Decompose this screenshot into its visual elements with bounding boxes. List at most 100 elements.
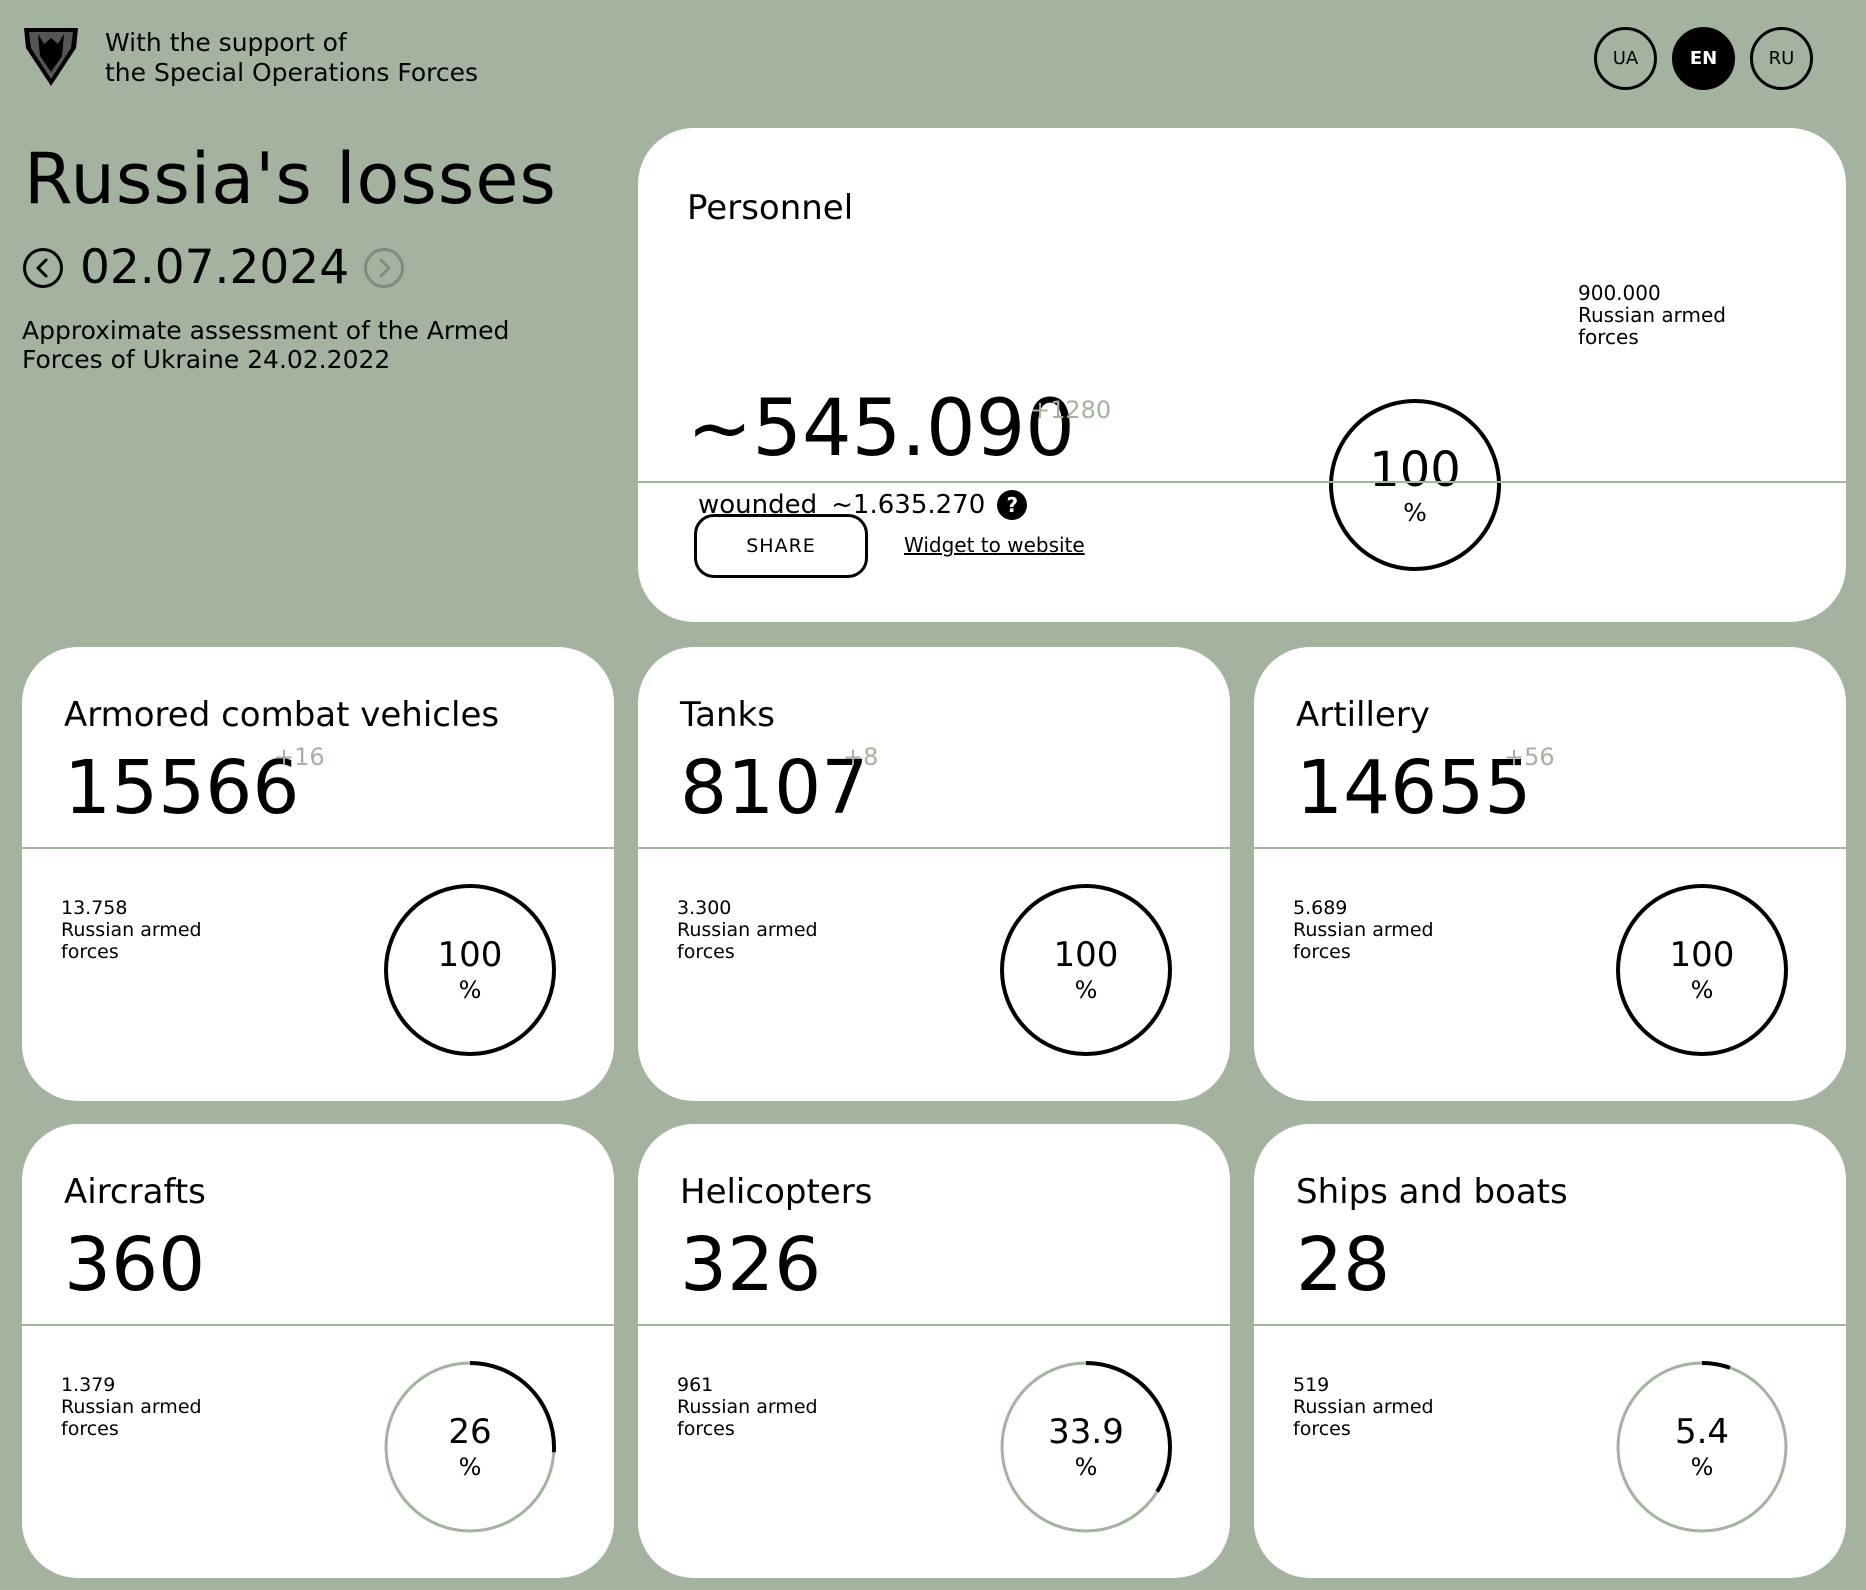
category-label: Tanks bbox=[680, 695, 775, 735]
percent-ring: 100 % bbox=[1615, 883, 1789, 1057]
sof-logo-icon bbox=[24, 28, 78, 86]
divider bbox=[1254, 847, 1846, 849]
reference-value: 13.758 bbox=[61, 897, 128, 919]
support-line-1: With the support of bbox=[105, 28, 347, 57]
chevron-right-icon[interactable] bbox=[363, 247, 405, 289]
ring-progress-arc bbox=[1616, 884, 1788, 1056]
category-value: 15566 bbox=[64, 745, 300, 831]
category-card-artillery: Artillery 14655 +56 5.689 Russian armed … bbox=[1254, 647, 1846, 1101]
divider bbox=[22, 1324, 614, 1326]
current-date: 02.07.2024 bbox=[80, 240, 350, 295]
reference-block: 519 Russian armed forces bbox=[1293, 1374, 1443, 1440]
date-navigator: 02.07.2024 bbox=[22, 240, 405, 295]
reference-label: Russian armed forces bbox=[1578, 303, 1726, 349]
percent-sign: % bbox=[1074, 1453, 1098, 1481]
percent-sign: % bbox=[1403, 497, 1427, 527]
reference-block: 5.689 Russian armed forces bbox=[1293, 897, 1443, 963]
ring-graphic bbox=[1329, 399, 1501, 571]
percent-ring: 5.4 % bbox=[1615, 1360, 1789, 1534]
wounded-row: wounded ~1.635.270 ? bbox=[698, 490, 1028, 520]
personnel-delta: +1280 bbox=[1030, 396, 1112, 424]
ring-graphic bbox=[1616, 884, 1788, 1056]
personnel-card: Personnel ~545.090 +1280 wounded ~1.635.… bbox=[638, 128, 1846, 622]
ring-progress-arc bbox=[1000, 1361, 1172, 1533]
help-icon[interactable]: ? bbox=[997, 490, 1028, 520]
category-delta: +56 bbox=[1504, 743, 1555, 771]
personnel-label: Personnel bbox=[687, 188, 854, 228]
category-card-aircrafts: Aircrafts 360 1.379 Russian armed forces… bbox=[22, 1124, 614, 1578]
percent-value: 100 bbox=[1669, 935, 1735, 975]
category-label: Artillery bbox=[1296, 695, 1430, 735]
reference-block: 3.300 Russian armed forces bbox=[677, 897, 827, 963]
category-label: Aircrafts bbox=[64, 1172, 206, 1212]
category-value: 360 bbox=[64, 1222, 206, 1308]
reference-label: Russian armed forces bbox=[61, 1396, 202, 1440]
lang-ru-button[interactable]: RU bbox=[1750, 27, 1813, 90]
category-value: 8107 bbox=[680, 745, 869, 831]
ring-progress-arc bbox=[384, 884, 556, 1056]
chevron-left-icon[interactable] bbox=[22, 247, 64, 289]
ring-graphic bbox=[1000, 884, 1172, 1056]
percent-ring: 100 % bbox=[383, 883, 557, 1057]
lang-ua-button[interactable]: UA bbox=[1594, 27, 1657, 90]
category-card-tanks: Tanks 8107 +8 3.300 Russian armed forces… bbox=[638, 647, 1230, 1101]
ring-progress-arc bbox=[1000, 884, 1172, 1056]
percent-sign: % bbox=[458, 1453, 482, 1481]
divider bbox=[638, 847, 1230, 849]
wounded-value: ~1.635.270 bbox=[831, 490, 986, 520]
category-label: Helicopters bbox=[680, 1172, 873, 1212]
category-card-ships-boats: Ships and boats 28 519 Russian armed for… bbox=[1254, 1124, 1846, 1578]
lang-en-button[interactable]: EN bbox=[1672, 27, 1735, 90]
divider bbox=[1254, 1324, 1846, 1326]
percent-value: 33.9 bbox=[1048, 1412, 1124, 1452]
reference-label: Russian armed forces bbox=[677, 1396, 818, 1440]
reference-label: Russian armed forces bbox=[1293, 1396, 1434, 1440]
personnel-value: ~545.090 bbox=[687, 384, 1075, 474]
category-value: 28 bbox=[1296, 1222, 1391, 1308]
percent-value: 100 bbox=[437, 935, 503, 975]
language-switcher: UA EN RU bbox=[1594, 27, 1813, 90]
reference-value: 3.300 bbox=[677, 897, 732, 919]
category-label: Armored combat vehicles bbox=[64, 695, 500, 735]
percent-ring: 100 % bbox=[999, 883, 1173, 1057]
percent-value: 26 bbox=[448, 1412, 492, 1452]
ring-graphic bbox=[384, 884, 556, 1056]
reference-value: 5.689 bbox=[1293, 897, 1348, 919]
ring-graphic bbox=[1616, 1361, 1788, 1533]
reference-label: Russian armed forces bbox=[1293, 919, 1434, 963]
reference-label: Russian armed forces bbox=[677, 919, 818, 963]
support-text: With the support of the Special Operatio… bbox=[105, 28, 478, 88]
ring-graphic bbox=[1000, 1361, 1172, 1533]
category-delta: +8 bbox=[843, 743, 879, 771]
personnel-percent-ring: 100 % bbox=[1328, 398, 1502, 572]
reference-block: 961 Russian armed forces bbox=[677, 1374, 827, 1440]
widget-link[interactable]: Widget to website bbox=[904, 533, 1085, 557]
percent-sign: % bbox=[458, 976, 482, 1004]
category-card-armored-vehicles: Armored combat vehicles 15566 +16 13.758… bbox=[22, 647, 614, 1101]
percent-value: 100 bbox=[1369, 441, 1461, 498]
percent-ring: 26 % bbox=[383, 1360, 557, 1534]
reference-value: 900.000 bbox=[1578, 281, 1661, 305]
divider bbox=[638, 481, 1846, 483]
reference-value: 519 bbox=[1293, 1374, 1330, 1396]
reference-block: 13.758 Russian armed forces bbox=[61, 897, 211, 963]
share-button[interactable]: SHARE bbox=[694, 514, 868, 578]
percent-value: 100 bbox=[1053, 935, 1119, 975]
ring-graphic bbox=[384, 1361, 556, 1533]
divider bbox=[638, 1324, 1230, 1326]
ring-progress-arc bbox=[1329, 399, 1501, 571]
percent-sign: % bbox=[1690, 1453, 1714, 1481]
percent-ring: 33.9 % bbox=[999, 1360, 1173, 1534]
percent-value: 5.4 bbox=[1674, 1412, 1730, 1452]
divider bbox=[22, 847, 614, 849]
category-value: 14655 bbox=[1296, 745, 1532, 831]
percent-sign: % bbox=[1074, 976, 1098, 1004]
reference-value: 1.379 bbox=[61, 1374, 116, 1396]
category-value: 326 bbox=[680, 1222, 822, 1308]
category-label: Ships and boats bbox=[1296, 1172, 1568, 1212]
percent-sign: % bbox=[1690, 976, 1714, 1004]
page-title: Russia's losses bbox=[24, 138, 557, 220]
category-delta: +16 bbox=[274, 743, 325, 771]
page-subtitle: Approximate assessment of the Armed Forc… bbox=[22, 316, 510, 374]
ring-progress-arc bbox=[384, 1361, 556, 1533]
